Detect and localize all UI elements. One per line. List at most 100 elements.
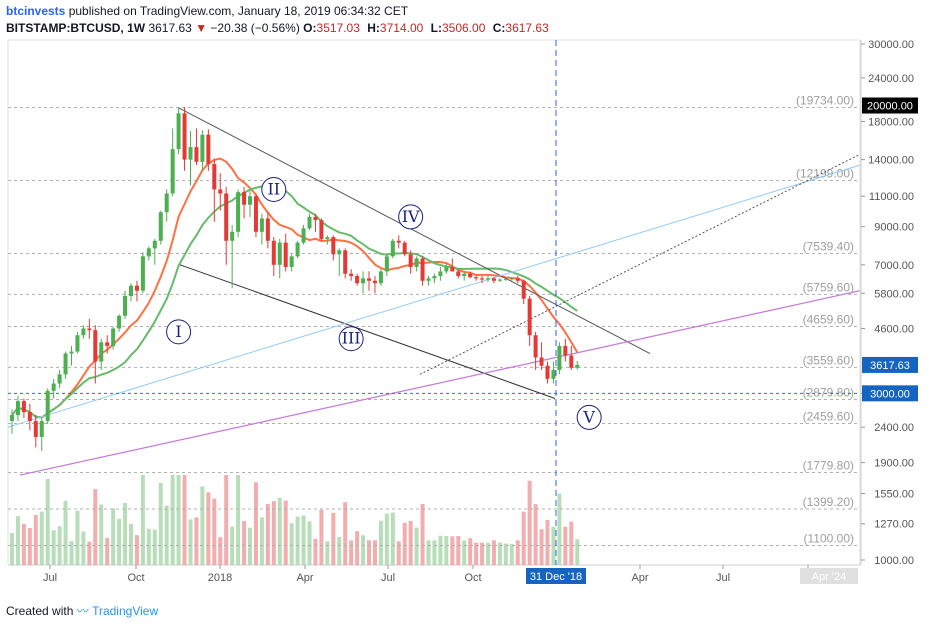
fib-label: (3559.60) <box>803 353 854 367</box>
wave-marker <box>261 176 287 202</box>
candle <box>164 189 169 222</box>
candle-body <box>372 280 377 284</box>
candle <box>283 233 288 272</box>
candle <box>15 395 20 421</box>
volume-bar <box>253 482 258 565</box>
candle <box>140 252 145 294</box>
y-tick-label: 11000.00 <box>869 191 914 203</box>
candle <box>372 276 377 294</box>
candle <box>75 331 80 354</box>
candle <box>343 248 348 279</box>
candle-body <box>557 345 562 370</box>
candle-body <box>253 196 258 232</box>
candle <box>545 361 550 384</box>
volume-bar <box>462 540 467 565</box>
volume-bar <box>242 521 247 565</box>
volume-bar <box>152 529 157 565</box>
volume-bar <box>450 536 455 565</box>
candle <box>51 378 56 399</box>
candle <box>271 237 276 277</box>
volume-bar <box>349 540 354 565</box>
volume-bar <box>45 479 50 565</box>
volume-bar <box>164 505 169 565</box>
volume-bar <box>194 517 199 565</box>
volume-bar <box>81 531 86 565</box>
candle-body <box>527 298 532 336</box>
high-value: 3714.00 <box>379 21 424 35</box>
candle-body <box>575 364 580 368</box>
volume-bar <box>51 530 56 565</box>
candle <box>486 276 490 282</box>
volume-bar <box>533 504 538 565</box>
volume-bar <box>420 503 425 565</box>
volume-bar <box>468 538 473 565</box>
candle <box>474 276 479 281</box>
volume-bar <box>69 541 74 565</box>
price-change: −20.38 (−0.56%) <box>210 21 300 35</box>
candle <box>503 278 508 281</box>
volume-bar <box>509 544 514 565</box>
y-tick-label: 1270.00 <box>874 519 914 531</box>
wave-label: I <box>175 322 181 341</box>
volume-bar <box>402 522 407 565</box>
candle-body <box>497 279 502 281</box>
candle-body <box>45 390 50 421</box>
volume-bar <box>176 475 181 565</box>
candle <box>569 345 574 370</box>
candle-body <box>146 248 151 257</box>
level-20000-label-bg <box>862 97 918 114</box>
candle <box>99 338 104 370</box>
low-value: 3506.00 <box>441 21 486 35</box>
candle-body <box>129 285 133 296</box>
candle-body <box>200 134 205 162</box>
volume-bar <box>384 513 389 565</box>
candle <box>81 325 86 339</box>
candle-body <box>194 147 199 162</box>
range-end-bg <box>800 568 858 584</box>
publish-info: published on TradingView.com, January 18… <box>68 4 409 18</box>
candle <box>575 360 580 370</box>
crosshair-date-bg <box>526 568 586 584</box>
fib-label: (1779.80) <box>803 459 854 473</box>
candle-body <box>170 149 175 194</box>
volume-bar <box>307 521 312 565</box>
candle-body <box>343 250 348 274</box>
volume-bar <box>337 537 342 565</box>
candle-body <box>164 193 169 213</box>
symbol-header: BITSTAMP:BTCUSD, 1W 3617.63 ▼ −20.38 (−0… <box>6 21 553 35</box>
candle-body <box>75 335 80 352</box>
candle <box>497 278 502 282</box>
wave-label: II <box>267 179 280 198</box>
candle-body <box>307 216 312 229</box>
volume-bar <box>569 521 574 565</box>
plot-frame <box>7 39 861 566</box>
candle-body <box>450 266 455 272</box>
volume-bar <box>367 540 371 565</box>
volume-bar <box>456 536 461 565</box>
candle-body <box>533 335 538 358</box>
candle-body <box>545 365 550 379</box>
candle-body <box>69 351 74 354</box>
candle-body <box>87 328 92 331</box>
candle <box>563 338 568 362</box>
volume-bar <box>140 475 145 565</box>
x-tick-label: Jul <box>43 572 57 584</box>
volume-bar <box>99 504 104 565</box>
wave-label: III <box>342 329 361 348</box>
volume-bar <box>57 526 62 565</box>
volume-bar <box>265 503 270 565</box>
candle <box>468 271 473 279</box>
candle-body <box>93 330 98 362</box>
candle <box>367 271 371 291</box>
author-name[interactable]: btcinvests <box>6 4 66 18</box>
fib-label: (2459.60) <box>803 409 854 423</box>
candle <box>337 248 342 277</box>
candle-body <box>378 271 383 284</box>
tradingview-link[interactable]: TradingView <box>92 604 159 618</box>
fib-levels: (19734.00) (12199.00) (7539.40) (5759.60) (4… <box>8 94 860 547</box>
moving-average-line <box>11 157 579 419</box>
candle-body <box>21 401 26 413</box>
candle-body <box>462 273 467 277</box>
x-tick-label: Jul <box>381 572 395 584</box>
